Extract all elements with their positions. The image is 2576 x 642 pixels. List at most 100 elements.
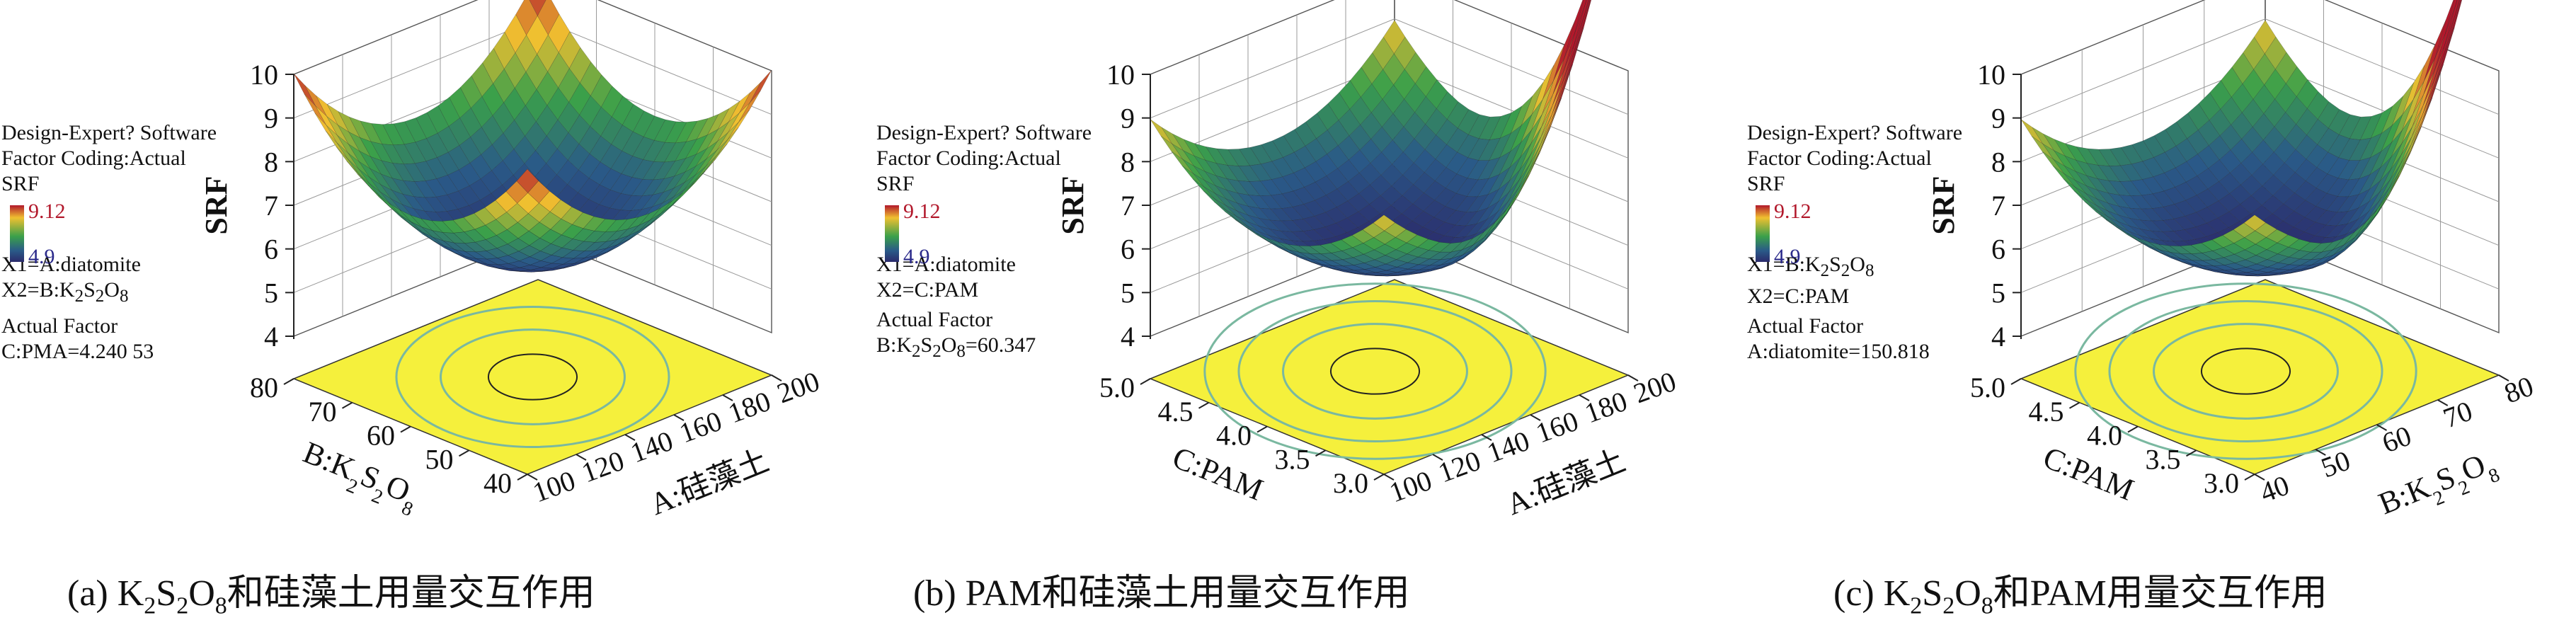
contour-line	[1282, 323, 1468, 420]
z-tick-label: 9	[264, 103, 278, 134]
left-tick	[1256, 425, 1268, 433]
colorbar-min: 4.9	[28, 245, 55, 268]
legend-actual-value: C:PMA=4.240 53	[1, 340, 154, 363]
left-tick	[1140, 378, 1151, 385]
left-tick	[2244, 474, 2255, 481]
left-tick-label: 3.5	[2146, 443, 2181, 475]
left-tick-label: 70	[309, 396, 337, 428]
left-tick-label: 5.0	[1970, 372, 2005, 403]
contour-line	[440, 328, 626, 425]
chart-panel-2: Design-Expert? Software Factor Coding:Act…	[871, 0, 1706, 642]
z-axis-title: SRF	[1926, 176, 1961, 234]
contour-line	[2108, 300, 2383, 442]
right-tick	[576, 454, 587, 461]
chart-panel-1: Design-Expert? Software Factor Coding:Act…	[0, 0, 835, 642]
legend-actual-title: Actual Factor	[1, 314, 118, 338]
right-tick-label: 200	[773, 365, 824, 410]
left-axis-title: B:K2S2O8	[295, 435, 424, 520]
left-tick	[517, 474, 528, 481]
response-surface	[1150, 0, 1591, 277]
legend-software: Design-Expert? Software	[876, 121, 1092, 144]
left-tick-label: 3.5	[1275, 443, 1310, 475]
right-tick	[1383, 474, 1395, 481]
colorbar-max: 9.12	[903, 200, 941, 223]
right-tick-label: 200	[1630, 365, 1681, 410]
surface-plot: 45678910SRF4.826 325.04.54.03.53.0100120…	[1055, 0, 1681, 522]
right-tick-label: 60	[2378, 419, 2415, 459]
left-tick	[1198, 401, 1209, 409]
left-tick	[2069, 401, 2080, 409]
legend-x1: X1=A:diatomite	[876, 253, 1016, 276]
right-tick	[624, 434, 636, 441]
panel-caption: (a) K2S2O8和硅藻土用量交互作用	[67, 573, 595, 619]
z-axis-title: SRF	[199, 176, 234, 234]
z-tick-label: 7	[264, 190, 278, 222]
z-tick-label: 8	[264, 146, 278, 178]
contour-line	[1203, 282, 1547, 460]
left-tick	[1315, 449, 1326, 457]
contour-line	[395, 306, 670, 448]
contour-line	[2153, 323, 2339, 420]
right-tick-label: 80	[2500, 369, 2538, 409]
response-surface	[293, 0, 772, 273]
contour-floor	[2020, 279, 2500, 475]
z-tick-label: 5	[1121, 277, 1135, 309]
z-axis-title: SRF	[1055, 176, 1090, 234]
z-tick-label: 10	[1977, 59, 2005, 91]
right-tick	[2437, 399, 2449, 406]
legend-coding: Factor Coding:Actual	[876, 147, 1061, 170]
right-tick-label: 70	[2439, 394, 2476, 434]
z-tick-label: 5	[264, 277, 278, 309]
legend-x2: X2=B:K2S2O8	[1, 278, 129, 306]
z-tick-label: 7	[1991, 190, 2005, 222]
contour-line	[2200, 348, 2291, 395]
legend-response: SRF	[876, 172, 915, 195]
panel-caption: (b) PAM和硅藻土用量交互作用	[913, 573, 1410, 614]
legend-response: SRF	[1747, 172, 1785, 195]
legend-actual-value: B:K2S2O8=60.347	[876, 333, 1036, 361]
response-surface	[2020, 0, 2462, 277]
left-tick	[400, 425, 411, 433]
z-tick-label: 6	[264, 234, 278, 265]
contour-line	[1237, 300, 1513, 442]
panel-caption: (c) K2S2O8和PAM用量交互作用	[1833, 573, 2328, 619]
contour-floor	[1149, 279, 1630, 475]
right-tick	[2254, 474, 2265, 481]
legend-actual-value: A:diatomite=150.818	[1747, 340, 1930, 363]
legend-block: Design-Expert? Software Factor Coding:Act…	[1, 120, 217, 365]
z-tick-label: 8	[1991, 146, 2005, 178]
legend-software: Design-Expert? Software	[1, 121, 217, 144]
left-tick-label: 60	[367, 420, 395, 452]
left-tick-label: 4.5	[2029, 396, 2064, 428]
z-tick-label: 10	[1106, 59, 1135, 91]
chart-panel-3: Design-Expert? Software Factor Coding:Act…	[1741, 0, 2576, 642]
left-tick	[1373, 474, 1385, 481]
right-tick	[1579, 394, 1590, 401]
right-tick	[1432, 454, 1443, 461]
legend-coding: Factor Coding:Actual	[1, 147, 186, 170]
left-tick-label: 5.0	[1099, 372, 1135, 403]
left-tick-label: 40	[483, 467, 512, 499]
colorbar	[1756, 205, 1770, 262]
left-tick-label: 3.0	[2204, 467, 2239, 499]
left-tick-label: 3.0	[1333, 467, 1368, 499]
right-tick	[2498, 374, 2509, 382]
z-tick-label: 6	[1991, 234, 2005, 265]
left-tick	[2186, 449, 2197, 457]
panel-label: (c)	[1833, 573, 1884, 614]
colorbar-max: 9.12	[1774, 200, 1811, 223]
z-tick-label: 10	[250, 59, 278, 91]
z-tick-label: 4	[264, 321, 278, 352]
legend-block: Design-Expert? Software Factor Coding:Act…	[1747, 120, 1962, 365]
legend-actual-title: Actual Factor	[876, 308, 993, 331]
left-tick-label: 50	[425, 443, 454, 475]
z-tick-label: 4	[1991, 321, 2005, 352]
z-tick-label: 9	[1121, 103, 1135, 134]
z-tick-label: 4	[1121, 321, 1135, 352]
right-tick	[722, 394, 733, 401]
colorbar-max: 9.12	[28, 200, 66, 223]
surface-plot: 45678910SRF4.826 325.04.54.03.53.0405060…	[1926, 0, 2538, 521]
legend-block: Design-Expert? Software Factor Coding:Act…	[876, 120, 1092, 365]
z-tick-label: 8	[1121, 146, 1135, 178]
contour-line	[2074, 282, 2417, 460]
